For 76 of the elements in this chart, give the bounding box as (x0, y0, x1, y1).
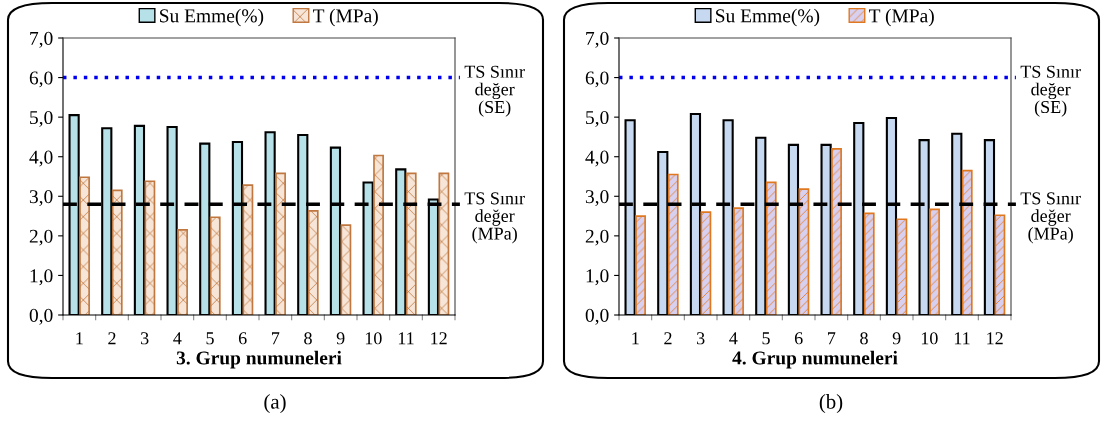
bar (863, 212, 875, 315)
y-tick-label: 1,0 (30, 269, 53, 286)
bar (994, 214, 1006, 315)
bar (209, 216, 221, 315)
y-tick-label: 4,0 (585, 150, 609, 167)
x-tick-label: 9 (892, 332, 901, 345)
bar (896, 218, 908, 315)
bar (700, 211, 712, 315)
x-tick-label: 6 (794, 332, 803, 345)
legend-label: T (MPa) (868, 8, 934, 27)
x-tick-label: 2 (664, 332, 672, 345)
bar (635, 215, 646, 315)
x-tick-label: 5 (762, 332, 770, 345)
x-tick-label: 3 (141, 332, 149, 345)
bar (405, 172, 417, 315)
y-tick-label: 2,0 (585, 229, 609, 246)
bar (798, 188, 810, 315)
x-tick-label: 12 (987, 332, 1003, 345)
ref-line-label: TS Sınır değer (MPa) (464, 192, 525, 244)
bar (111, 189, 123, 315)
x-tick-label: 5 (206, 332, 214, 345)
y-tick-label: 7,0 (30, 31, 53, 48)
ref-line-label: TS Sınır değer (MPa) (1020, 192, 1081, 244)
legend-label: Su Emme(%) (716, 8, 820, 27)
bar (438, 172, 450, 315)
bar (177, 229, 188, 315)
text: (b) (819, 394, 843, 413)
x-tick-label: 6 (238, 332, 247, 345)
y-tick-label: 3,0 (585, 190, 609, 207)
y-tick-label: 5,0 (30, 110, 53, 127)
bar (79, 176, 90, 315)
bar (831, 147, 842, 315)
y-tick-label: 0,0 (585, 308, 609, 325)
x-axis-title: 4. Grup numuneleri (732, 350, 898, 369)
bar (307, 210, 319, 315)
x-tick-label: 7 (828, 332, 836, 345)
x-tick-label: 11 (398, 332, 414, 345)
x-tick-label: 3 (697, 332, 705, 345)
x-tick-label: 10 (365, 332, 382, 345)
y-tick-label: 2,0 (29, 229, 53, 246)
bar (242, 184, 254, 315)
x-axis-title: 3. Grup numuneleri (176, 350, 342, 369)
text: (a) (264, 394, 286, 413)
bar (961, 169, 973, 315)
x-tick-label: 4 (173, 332, 182, 345)
legend-label: T (MPa) (312, 8, 378, 27)
x-tick-label: 10 (921, 332, 938, 345)
x-tick-label: 1 (632, 332, 639, 345)
bar (373, 154, 384, 315)
y-tick-label: 4,0 (29, 150, 53, 167)
bar (144, 180, 156, 315)
y-tick-label: 7,0 (586, 31, 609, 48)
y-tick-label: 3,0 (29, 190, 53, 207)
bar (765, 181, 777, 315)
bar (667, 173, 679, 315)
y-tick-label: 0,0 (29, 308, 53, 325)
ref-line-label: TS Sınır değer (SE) (1020, 65, 1081, 117)
legend-label: Su Emme(%) (160, 8, 264, 27)
x-tick-label: 9 (336, 332, 345, 345)
bar (733, 207, 744, 315)
bar (275, 172, 286, 315)
y-tick-label: 6,0 (585, 71, 609, 88)
x-tick-label: 8 (304, 332, 312, 345)
x-tick-label: 8 (860, 332, 868, 345)
y-tick-label: 1,0 (586, 269, 609, 286)
x-tick-label: 12 (431, 332, 447, 345)
x-tick-label: 2 (108, 332, 116, 345)
bar (929, 208, 940, 315)
y-tick-label: 5,0 (586, 110, 609, 127)
y-tick-label: 6,0 (29, 71, 53, 88)
x-tick-label: 1 (76, 332, 83, 345)
x-tick-label: 11 (954, 332, 970, 345)
x-tick-label: 4 (729, 332, 738, 345)
x-tick-label: 7 (272, 332, 280, 345)
ref-line-label: TS Sınır değer (SE) (464, 65, 525, 117)
bar (340, 224, 352, 315)
